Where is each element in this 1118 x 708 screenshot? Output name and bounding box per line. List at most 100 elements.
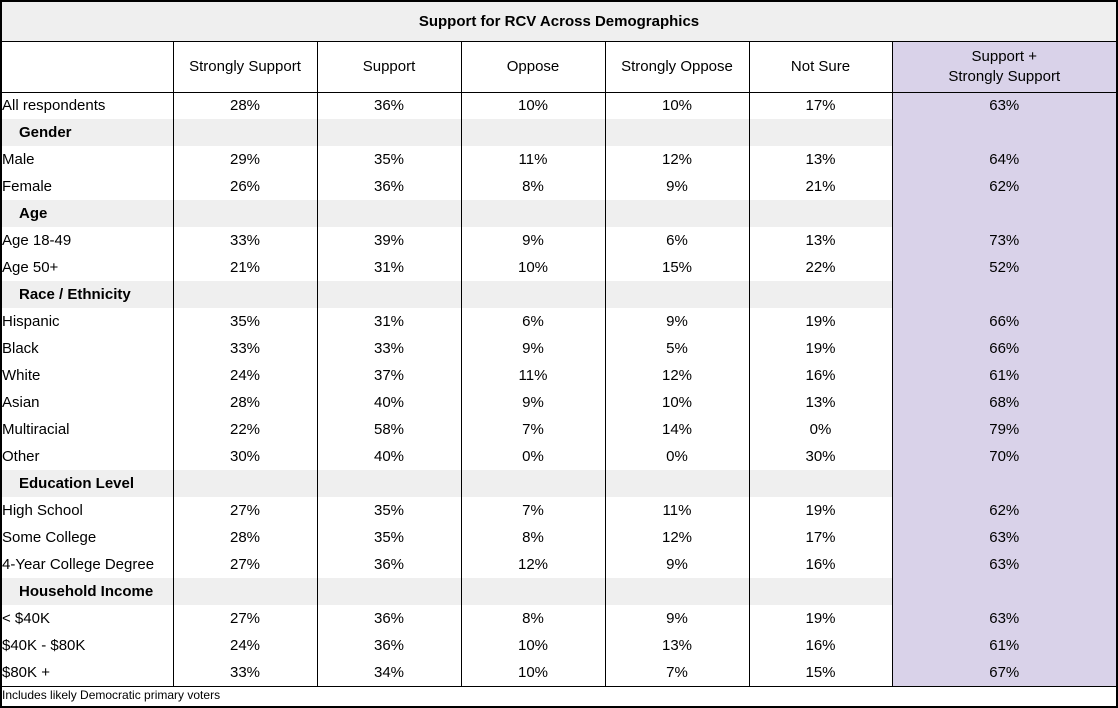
total-cell: 79% [892, 416, 1116, 443]
cell-value [605, 578, 750, 605]
cell-value: 9% [461, 227, 606, 254]
total-cell: 61% [892, 362, 1116, 389]
cell-value: 40% [317, 443, 462, 470]
cell-value: 31% [317, 308, 462, 335]
total-cell: 63% [892, 524, 1116, 551]
cell-value: 34% [317, 659, 462, 686]
cell-value: 12% [461, 551, 606, 578]
cell-value: 33% [173, 335, 318, 362]
cell-value: 0% [605, 443, 750, 470]
row-label: Age 18-49 [2, 227, 174, 254]
table-row: Male 29% 35% 11% 12% 13% 64% [2, 146, 1116, 173]
cell-value: 0% [461, 443, 606, 470]
row-label: Female [2, 173, 174, 200]
cell-value: 10% [461, 92, 606, 119]
cell-value: 8% [461, 605, 606, 632]
total-cell: 64% [892, 146, 1116, 173]
total-cell: 61% [892, 632, 1116, 659]
row-label: $40K - $80K [2, 632, 174, 659]
cell-value [605, 281, 750, 308]
cell-value: 9% [605, 551, 750, 578]
cell-value: 37% [317, 362, 462, 389]
cell-value [749, 281, 893, 308]
cell-value [317, 578, 462, 605]
section-label: Household Income [2, 578, 174, 605]
table-row: White 24% 37% 11% 12% 16% 61% [2, 362, 1116, 389]
footnote: Includes likely Democratic primary voter… [2, 685, 1116, 704]
cell-value: 28% [173, 92, 318, 119]
cell-value: 9% [605, 173, 750, 200]
section-label: Gender [2, 119, 174, 146]
cell-value: 6% [461, 308, 606, 335]
cell-value: 35% [317, 524, 462, 551]
cell-value: 11% [461, 146, 606, 173]
table-row: < $40K 27% 36% 8% 9% 19% 63% [2, 605, 1116, 632]
row-label: Some College [2, 524, 174, 551]
cell-value: 9% [461, 335, 606, 362]
cell-value: 26% [173, 173, 318, 200]
cell-value [461, 281, 606, 308]
cell-value [749, 470, 893, 497]
row-label: High School [2, 497, 174, 524]
table-row: Black 33% 33% 9% 5% 19% 66% [2, 335, 1116, 362]
table-title: Support for RCV Across Demographics [2, 2, 1116, 42]
row-label: 4-Year College Degree [2, 551, 174, 578]
cell-value: 16% [749, 551, 893, 578]
cell-value: 33% [317, 335, 462, 362]
cell-value: 9% [461, 389, 606, 416]
cell-value: 19% [749, 497, 893, 524]
table-row: Asian 28% 40% 9% 10% 13% 68% [2, 389, 1116, 416]
cell-value: 9% [605, 308, 750, 335]
cell-value: 12% [605, 524, 750, 551]
table-row: Some College 28% 35% 8% 12% 17% 63% [2, 524, 1116, 551]
cell-value [317, 119, 462, 146]
table-row: $40K - $80K 24% 36% 10% 13% 16% 61% [2, 632, 1116, 659]
cell-value: 39% [317, 227, 462, 254]
row-label: < $40K [2, 605, 174, 632]
cell-value [173, 281, 318, 308]
total-cell: 73% [892, 227, 1116, 254]
cell-value: 27% [173, 551, 318, 578]
table-row: Age 18-49 33% 39% 9% 6% 13% 73% [2, 227, 1116, 254]
section-label: Age [2, 200, 174, 227]
cell-value [317, 281, 462, 308]
cell-value: 0% [749, 416, 893, 443]
total-cell [892, 578, 1116, 605]
cell-value [173, 200, 318, 227]
table-row: Hispanic 35% 31% 6% 9% 19% 66% [2, 308, 1116, 335]
cell-value: 35% [173, 308, 318, 335]
header-row: Strongly Support Support Oppose Strongly… [2, 42, 1116, 93]
cell-value: 13% [749, 227, 893, 254]
cell-value: 30% [173, 443, 318, 470]
cell-value: 21% [749, 173, 893, 200]
cell-value: 16% [749, 362, 893, 389]
footnote-row: Includes likely Democratic primary voter… [2, 685, 1116, 704]
cell-value: 27% [173, 497, 318, 524]
cell-value [461, 119, 606, 146]
cell-value: 5% [605, 335, 750, 362]
cell-value: 24% [173, 362, 318, 389]
table-row: All respondents 28% 36% 10% 10% 17% 63% [2, 92, 1116, 119]
cell-value: 16% [749, 632, 893, 659]
cell-value: 11% [461, 362, 606, 389]
cell-value: 22% [173, 416, 318, 443]
cell-value [749, 578, 893, 605]
total-cell [892, 119, 1116, 146]
cell-value: 28% [173, 389, 318, 416]
total-cell: 70% [892, 443, 1116, 470]
row-label: All respondents [2, 92, 174, 119]
demographics-table: Strongly Support Support Oppose Strongly… [2, 42, 1116, 704]
cell-value [749, 119, 893, 146]
cell-value: 10% [605, 92, 750, 119]
column-header-strongly-support: Strongly Support [173, 42, 318, 93]
cell-value: 28% [173, 524, 318, 551]
cell-value: 58% [317, 416, 462, 443]
cell-value: 36% [317, 632, 462, 659]
cell-value: 13% [605, 632, 750, 659]
section-row: Age [2, 200, 1116, 227]
cell-value: 17% [749, 92, 893, 119]
total-cell: 62% [892, 497, 1116, 524]
cell-value [461, 578, 606, 605]
cell-value [605, 470, 750, 497]
cell-value: 36% [317, 173, 462, 200]
